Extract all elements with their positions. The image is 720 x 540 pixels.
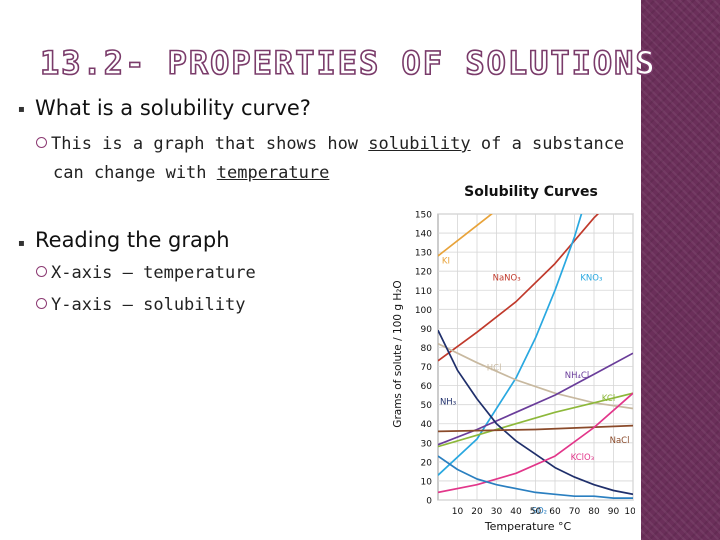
chart-series-labels: KI NaNO₃ KNO₃ HCl NH₄Cl KCl NH₃ NaCl KClO₃ SO₂ <box>440 257 630 517</box>
x-tick-label: 40 <box>510 507 522 517</box>
y-tick-label: 0 <box>426 497 432 507</box>
chart-tick-labels: 0 10 20 30 40 50 60 70 80 90 100 110 120 130 140 150 10 2… <box>415 211 635 518</box>
x-tick-label: 100 <box>624 507 635 517</box>
x-axis-text: X-axis – temperature <box>51 263 256 283</box>
y-tick-label: 150 <box>415 211 432 221</box>
series-line <box>438 214 600 362</box>
x-tick-label: 70 <box>569 507 581 517</box>
y-tick-label: 10 <box>421 477 433 487</box>
series-line <box>438 392 633 494</box>
y-tick-label: 120 <box>415 268 432 278</box>
y-tick-label: 130 <box>415 249 432 259</box>
y-tick-label: 60 <box>421 382 433 392</box>
series-line <box>438 329 633 496</box>
y-axis-label: Grams of solute / 100 g H₂O <box>392 280 404 427</box>
y-tick-label: 50 <box>421 401 433 411</box>
series-line <box>438 392 633 448</box>
x-tick-label: 60 <box>549 507 561 517</box>
series-label: NH₄Cl <box>565 371 589 381</box>
solubility-chart: Solubility Curves KI NaNO₃ KNO₃ HCl NH₄Cl KCl… <box>392 184 635 533</box>
y-tick-label: 70 <box>421 363 433 373</box>
chart-grid <box>437 213 634 501</box>
bullet-marker: ▪ <box>18 104 25 115</box>
solubility-term: solubility <box>368 134 471 154</box>
bullet-reading-graph: Reading the graph <box>35 228 230 252</box>
y-tick-label: 100 <box>415 306 432 316</box>
series-label: KClO₃ <box>571 453 595 463</box>
y-tick-label: 40 <box>421 420 433 430</box>
series-line <box>438 455 633 499</box>
bullet-solubility-curve: What is a solubility curve? <box>35 96 311 120</box>
definition-text-1: This is a graph that shows how <box>51 134 369 154</box>
series-label: KNO₃ <box>580 274 602 284</box>
x-tick-label: 10 <box>452 507 464 517</box>
definition-text-3: can change with <box>53 163 217 183</box>
y-axis-text: Y-axis – solubility <box>51 295 246 315</box>
chart-title: Solubility Curves <box>464 184 598 200</box>
series-label: KI <box>442 257 450 267</box>
temperature-term: temperature <box>216 163 330 183</box>
y-tick-label: 30 <box>421 439 433 449</box>
series-label: NaCl <box>610 436 630 446</box>
slide-title: 13.2- PROPERTIES OF SOLUTIONS <box>39 43 657 83</box>
series-line <box>438 352 633 446</box>
ring-bullet-icon <box>36 298 47 309</box>
y-tick-label: 110 <box>415 287 432 297</box>
sub-bullet-y-axis: Y-axis – solubility <box>36 291 245 320</box>
series-label: HCl <box>487 363 502 373</box>
y-tick-label: 140 <box>415 230 432 240</box>
series-label: NH₃ <box>440 398 456 408</box>
series-label: KCl <box>602 394 615 404</box>
x-tick-label: 80 <box>588 507 600 517</box>
series-label: SO₂ <box>532 506 548 516</box>
sub-bullet-x-axis: X-axis – temperature <box>36 259 256 288</box>
series-line <box>438 342 633 410</box>
x-tick-label: 50 <box>530 507 542 517</box>
x-tick-label: 90 <box>608 507 620 517</box>
x-axis-label: Temperature °C <box>484 520 572 533</box>
x-tick-label: 20 <box>471 507 483 517</box>
definition-text-2: of a substance <box>470 134 625 154</box>
ring-bullet-icon <box>36 137 47 148</box>
y-tick-label: 90 <box>421 325 433 335</box>
sub-bullet-definition: This is a graph that shows how solubilit… <box>36 130 624 188</box>
series-line <box>438 214 583 476</box>
ring-bullet-icon <box>36 266 47 277</box>
chart-series <box>438 214 633 499</box>
series-line <box>438 424 633 433</box>
series-line <box>438 214 494 257</box>
decorative-sidebar <box>641 0 720 540</box>
y-tick-label: 20 <box>421 458 433 468</box>
y-tick-label: 80 <box>421 344 433 354</box>
bullet-marker: ▪ <box>18 238 25 249</box>
x-tick-label: 30 <box>491 507 503 517</box>
series-label: NaNO₃ <box>493 274 521 284</box>
